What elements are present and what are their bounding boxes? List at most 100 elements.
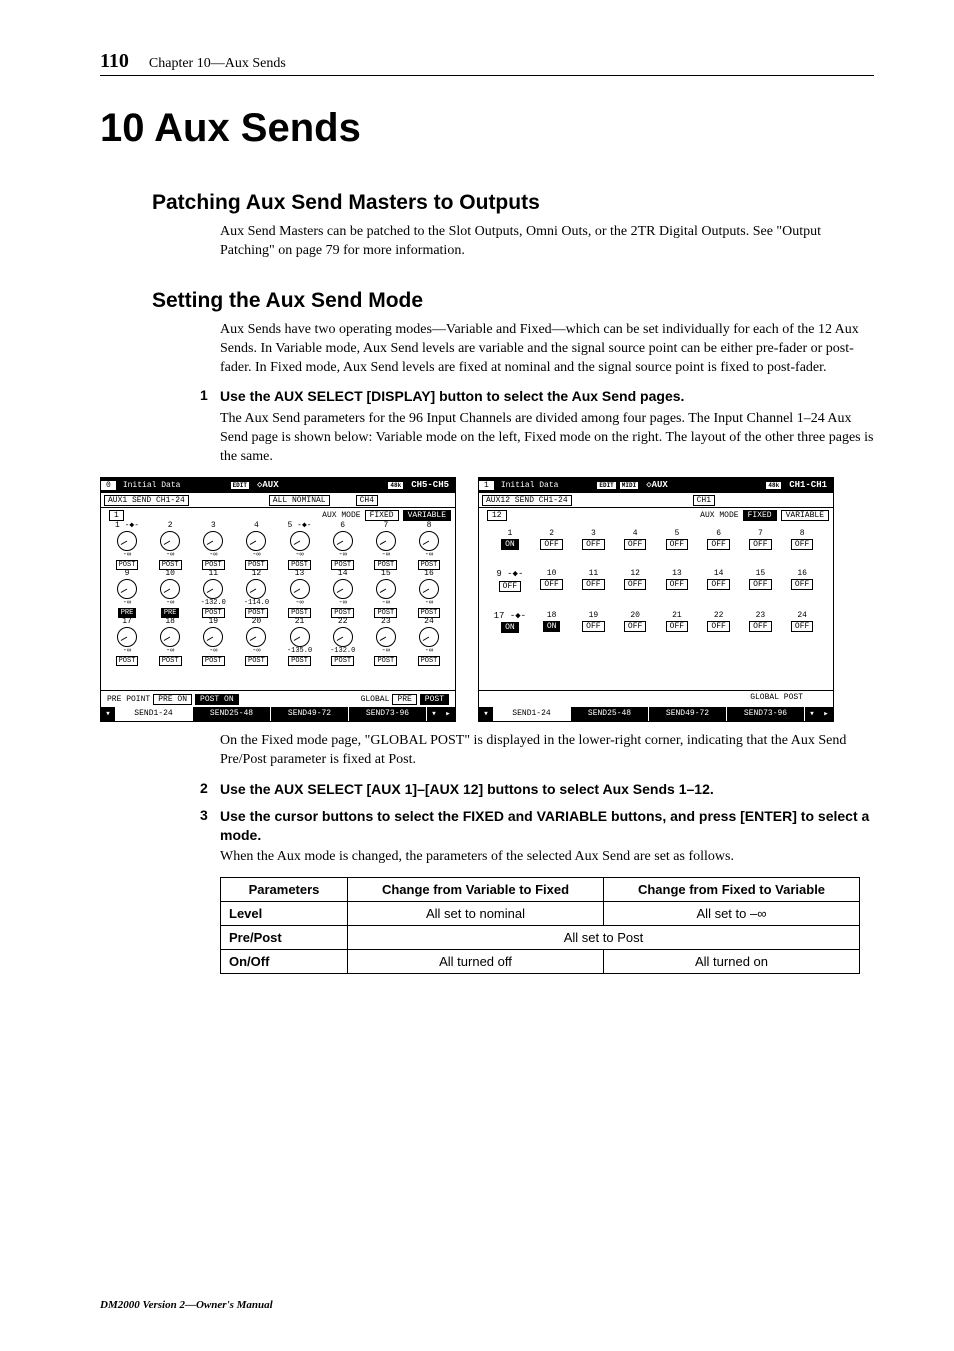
all-nominal-button[interactable]: ALL NOMINAL — [269, 495, 330, 506]
onoff-button[interactable]: OFF — [707, 621, 729, 632]
onoff-button[interactable]: OFF — [624, 539, 646, 550]
knob-icon[interactable] — [290, 627, 310, 647]
fixed-button[interactable]: FIXED — [365, 510, 399, 521]
knob-icon[interactable] — [246, 627, 266, 647]
knob-icon[interactable] — [419, 627, 439, 647]
scroll-right-icon[interactable]: ▸ — [441, 707, 455, 721]
knob-icon[interactable] — [376, 579, 396, 599]
onoff-cell-21[interactable]: 21OFF — [660, 610, 694, 634]
onoff-cell-19[interactable]: 19OFF — [576, 610, 610, 634]
knob-icon[interactable] — [117, 579, 137, 599]
onoff-cell-1[interactable]: 1ON — [493, 528, 527, 550]
knob-icon[interactable] — [333, 531, 353, 551]
knob-cell-17[interactable]: 17-∞POST — [107, 618, 147, 666]
knob-cell-1[interactable]: 1 -◆--∞POST — [107, 522, 147, 570]
knob-icon[interactable] — [376, 627, 396, 647]
onoff-cell-12[interactable]: 12OFF — [618, 568, 652, 592]
knob-icon[interactable] — [203, 627, 223, 647]
knob-cell-15[interactable]: 15-∞POST — [366, 570, 406, 618]
knob-cell-23[interactable]: 23-∞POST — [366, 618, 406, 666]
onoff-button[interactable]: OFF — [624, 579, 646, 590]
knob-icon[interactable] — [290, 579, 310, 599]
onoff-cell-8[interactable]: 8OFF — [785, 528, 819, 550]
onoff-cell-24[interactable]: 24OFF — [785, 610, 819, 634]
onoff-cell-16[interactable]: 16OFF — [785, 568, 819, 592]
onoff-cell-7[interactable]: 7OFF — [743, 528, 777, 550]
knob-cell-10[interactable]: 10-∞PRE — [150, 570, 190, 618]
knob-icon[interactable] — [117, 627, 137, 647]
onoff-button[interactable]: ON — [501, 539, 519, 550]
onoff-button[interactable]: ON — [543, 621, 561, 632]
onoff-button[interactable]: OFF — [749, 539, 771, 550]
knob-cell-13[interactable]: 13-∞POST — [280, 570, 320, 618]
knob-cell-18[interactable]: 18-∞POST — [150, 618, 190, 666]
knob-cell-16[interactable]: 16-∞POST — [409, 570, 449, 618]
onoff-cell-13[interactable]: 13OFF — [660, 568, 694, 592]
knob-cell-20[interactable]: 20-∞POST — [236, 618, 276, 666]
scroll-right-icon[interactable]: ▸ — [819, 707, 833, 721]
onoff-button[interactable]: OFF — [540, 579, 562, 590]
knob-icon[interactable] — [246, 579, 266, 599]
prepost-button[interactable]: POST — [202, 656, 225, 666]
global-post-button[interactable]: POST — [420, 694, 449, 705]
onoff-button[interactable]: OFF — [540, 539, 562, 550]
post-on-button[interactable]: POST ON — [195, 694, 239, 705]
onoff-button[interactable]: OFF — [624, 621, 646, 632]
knob-cell-11[interactable]: 11-132.0POST — [193, 570, 233, 618]
prepost-button[interactable]: POST — [159, 656, 182, 666]
knob-icon[interactable] — [376, 531, 396, 551]
onoff-cell-15[interactable]: 15OFF — [743, 568, 777, 592]
tab-send25-48[interactable]: SEND25-48 — [571, 707, 649, 721]
prepost-button[interactable]: POST — [418, 656, 441, 666]
onoff-cell-4[interactable]: 4OFF — [618, 528, 652, 550]
prepost-button[interactable]: POST — [331, 656, 354, 666]
knob-cell-24[interactable]: 24-∞POST — [409, 618, 449, 666]
tab-send1-24[interactable]: SEND1-24 — [493, 707, 571, 721]
knob-icon[interactable] — [117, 531, 137, 551]
onoff-button[interactable]: OFF — [666, 621, 688, 632]
knob-icon[interactable] — [203, 531, 223, 551]
knob-icon[interactable] — [333, 579, 353, 599]
onoff-cell-10[interactable]: 10OFF — [535, 568, 569, 592]
prepost-button[interactable]: POST — [116, 656, 139, 666]
onoff-cell-11[interactable]: 11OFF — [576, 568, 610, 592]
tab-send49-72[interactable]: SEND49-72 — [649, 707, 727, 721]
knob-cell-19[interactable]: 19-∞POST — [193, 618, 233, 666]
onoff-button[interactable]: OFF — [707, 539, 729, 550]
prepost-button[interactable]: POST — [374, 656, 397, 666]
onoff-button[interactable]: OFF — [582, 579, 604, 590]
onoff-cell-23[interactable]: 23OFF — [743, 610, 777, 634]
onoff-button[interactable]: OFF — [791, 579, 813, 590]
onoff-cell-5[interactable]: 5OFF — [660, 528, 694, 550]
onoff-button[interactable]: OFF — [666, 579, 688, 590]
variable-button[interactable]: VARIABLE — [781, 510, 829, 521]
knob-cell-9[interactable]: 9-∞PRE — [107, 570, 147, 618]
knob-icon[interactable] — [160, 579, 180, 599]
onoff-cell-20[interactable]: 20OFF — [618, 610, 652, 634]
onoff-button[interactable]: OFF — [499, 581, 521, 592]
onoff-button[interactable]: OFF — [707, 579, 729, 590]
onoff-button[interactable]: OFF — [582, 621, 604, 632]
onoff-button[interactable]: OFF — [582, 539, 604, 550]
tab-send25-48[interactable]: SEND25-48 — [193, 707, 271, 721]
knob-icon[interactable] — [160, 627, 180, 647]
knob-icon[interactable] — [203, 579, 223, 599]
onoff-button[interactable]: OFF — [749, 579, 771, 590]
knob-icon[interactable] — [246, 531, 266, 551]
onoff-cell-14[interactable]: 14OFF — [702, 568, 736, 592]
knob-cell-8[interactable]: 8-∞POST — [409, 522, 449, 570]
onoff-cell-17[interactable]: 17 -◆-ON — [493, 610, 527, 634]
knob-cell-4[interactable]: 4-∞POST — [236, 522, 276, 570]
onoff-cell-3[interactable]: 3OFF — [576, 528, 610, 550]
prepost-button[interactable]: POST — [288, 656, 311, 666]
fixed-button[interactable]: FIXED — [743, 510, 777, 521]
onoff-button[interactable]: OFF — [666, 539, 688, 550]
onoff-button[interactable]: OFF — [749, 621, 771, 632]
knob-cell-14[interactable]: 14-∞POST — [323, 570, 363, 618]
onoff-cell-6[interactable]: 6OFF — [702, 528, 736, 550]
onoff-cell-18[interactable]: 18ON — [535, 610, 569, 634]
knob-cell-22[interactable]: 22-132.0POST — [323, 618, 363, 666]
knob-icon[interactable] — [419, 531, 439, 551]
knob-icon[interactable] — [419, 579, 439, 599]
knob-icon[interactable] — [290, 531, 310, 551]
